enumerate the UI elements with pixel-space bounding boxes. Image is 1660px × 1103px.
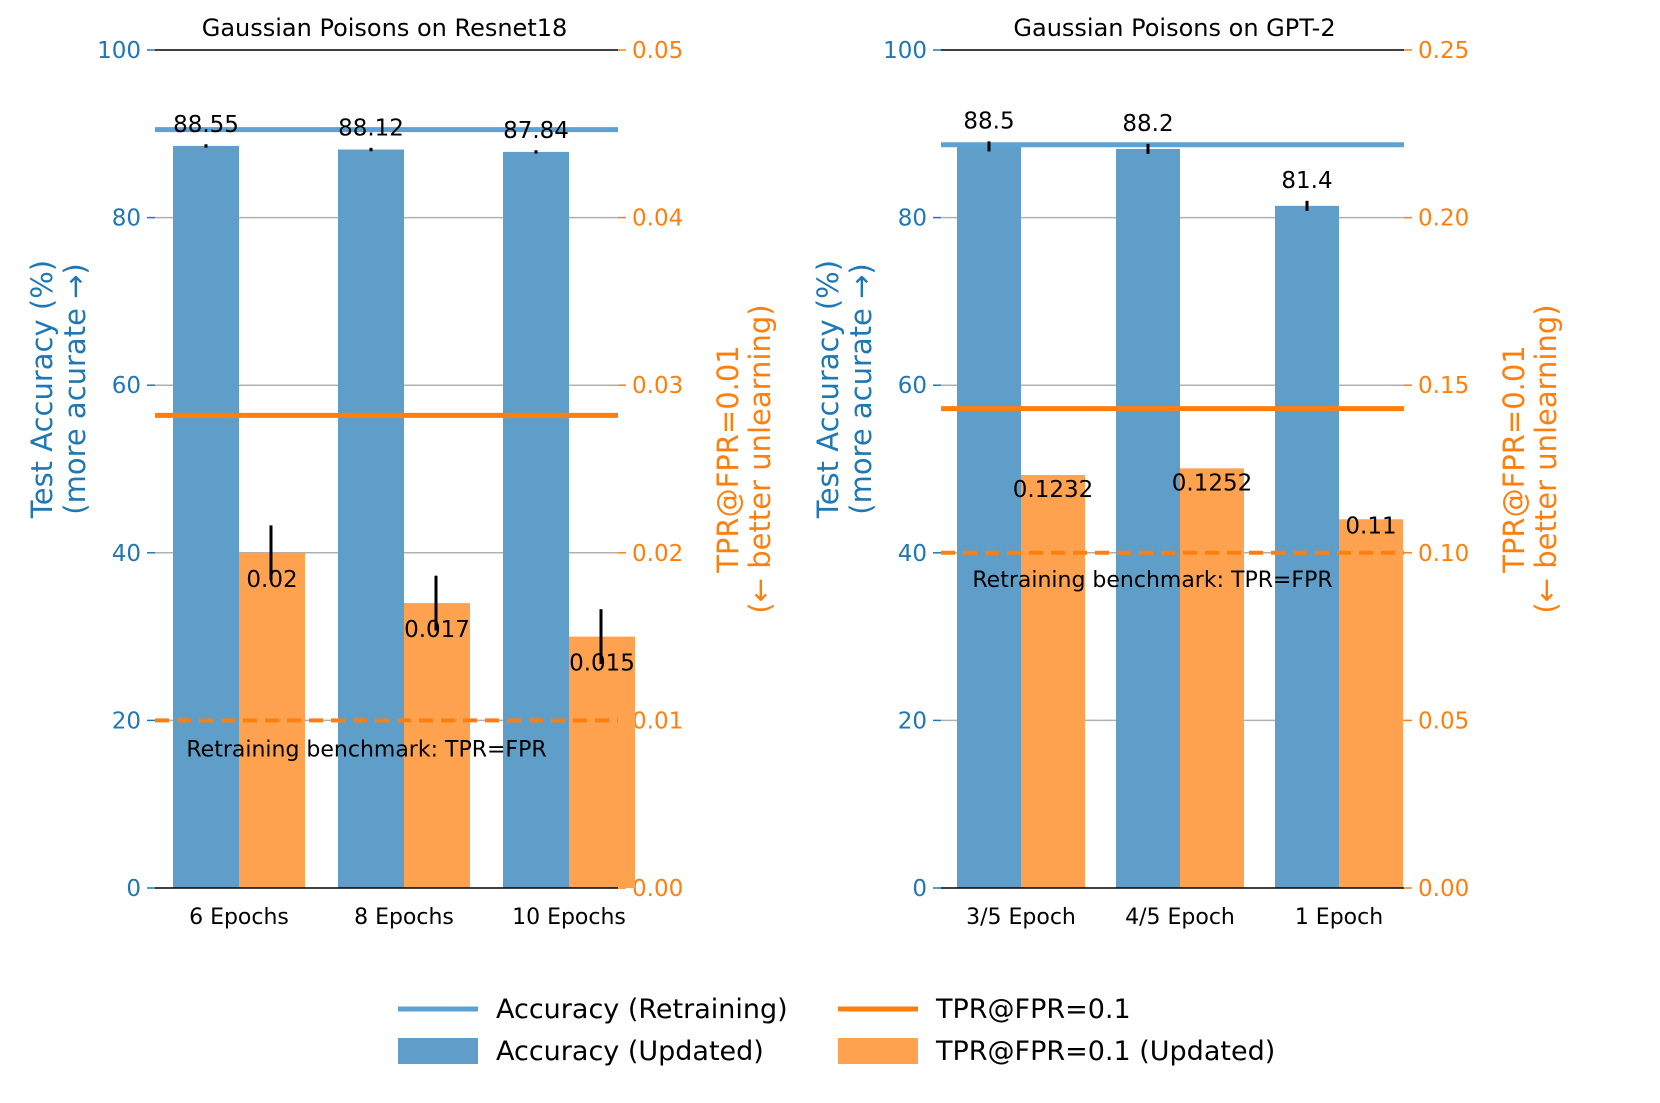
x-tick-label: 8 Epochs (354, 905, 454, 930)
tpr-value-label: 0.11 (1345, 513, 1396, 539)
tpr-bar (1021, 475, 1085, 888)
accuracy-bar (957, 146, 1021, 888)
legend-label: TPR@FPR=0.1 (935, 994, 1131, 1025)
x-tick-label: 6 Epochs (189, 905, 289, 930)
accuracy-value-label: 81.4 (1281, 168, 1332, 194)
y-right-axis-label-sub: (← better unlearning) (1529, 304, 1563, 613)
legend-patch-swatch (838, 1038, 918, 1064)
accuracy-bar (173, 145, 239, 889)
y-right-tick-label: 0.01 (632, 708, 683, 734)
y-right-tick-label: 0.00 (632, 876, 683, 902)
chart-panel-1: 0 20 40 60 80 100 0.00 0.01 0.02 0.03 0.04 0.05 88.5… (25, 14, 777, 930)
tpr-value-label: 0.1252 (1172, 470, 1252, 496)
y-right-tick-label: 0.03 (632, 373, 683, 399)
y-right-tick-label: 0.00 (1418, 876, 1469, 902)
tpr-bar (404, 603, 470, 888)
y-right-tick-label: 0.05 (1418, 708, 1469, 734)
y-left-tick-label: 20 (898, 708, 927, 734)
y-left-tick-label: 60 (112, 373, 141, 399)
y-left-axis-label: Test Accuracy (%) (811, 260, 845, 519)
y-left-tick-label: 100 (883, 38, 927, 64)
legend-label: TPR@FPR=0.1 (Updated) (935, 1036, 1275, 1067)
y-right-axis-label-sub: (← better unlearning) (743, 304, 777, 613)
tpr-bar (1339, 519, 1403, 888)
y-left-tick-label: 0 (126, 876, 141, 902)
y-left-tick-label: 0 (912, 876, 927, 902)
y-left-axis-label-line2: (more acurate →) (58, 263, 92, 514)
y-left-tick-label: 80 (898, 206, 927, 232)
legend-label: Accuracy (Retraining) (496, 994, 788, 1025)
x-tick-label: 10 Epochs (512, 905, 626, 930)
benchmark-annotation: Retraining benchmark: TPR=FPR (186, 737, 546, 762)
y-right-tick-label: 0.02 (632, 541, 683, 567)
accuracy-value-label: 88.55 (173, 112, 239, 138)
y-left-tick-label: 40 (112, 541, 141, 567)
x-tick-label: 3/5 Epoch (966, 905, 1076, 930)
y-right-tick-label: 0.04 (632, 206, 683, 232)
accuracy-value-label: 87.84 (503, 118, 569, 144)
legend-patch-swatch (398, 1038, 478, 1064)
y-right-axis-label: TPR@FPR=0.01 (1497, 345, 1531, 574)
tpr-value-label: 0.1232 (1013, 477, 1093, 503)
y-left-tick-label: 100 (97, 38, 141, 64)
y-left-axis-label-sub: (more acurate →) (58, 263, 92, 514)
y-right-axis-label-line2: (← better unlearning) (1529, 304, 1563, 613)
y-right-tick-label: 0.10 (1418, 541, 1469, 567)
legend: Accuracy (Retraining) TPR@FPR=0.1 Accuracy… (398, 994, 1275, 1067)
y-right-axis-label-line1: TPR@FPR=0.01 (1497, 345, 1531, 574)
tpr-value-label: 0.02 (246, 567, 297, 593)
y-left-axis-label-line1: Test Accuracy (%) (25, 260, 59, 519)
y-left-axis-label-line2: (more acurate →) (844, 263, 878, 514)
panel-title: Gaussian Poisons on GPT-2 (1013, 14, 1335, 42)
tpr-bar (1180, 468, 1244, 888)
panel-title: Gaussian Poisons on Resnet18 (202, 14, 568, 42)
y-right-axis-label-line2: (← better unlearning) (743, 304, 777, 613)
benchmark-annotation: Retraining benchmark: TPR=FPR (972, 568, 1332, 593)
y-right-tick-label: 0.20 (1418, 206, 1469, 232)
x-tick-label: 4/5 Epoch (1125, 905, 1235, 930)
tpr-value-label: 0.017 (404, 617, 470, 643)
y-left-tick-label: 80 (112, 206, 141, 232)
accuracy-bar (1275, 205, 1339, 889)
y-left-tick-label: 40 (898, 541, 927, 567)
accuracy-bar (503, 151, 569, 888)
y-right-tick-label: 0.05 (632, 38, 683, 64)
accuracy-value-label: 88.12 (338, 116, 404, 142)
accuracy-value-label: 88.2 (1122, 111, 1173, 137)
y-right-axis-label-line1: TPR@FPR=0.01 (711, 345, 745, 574)
accuracy-bar (1116, 148, 1180, 888)
y-left-axis-label: Test Accuracy (%) (25, 260, 59, 519)
y-right-axis-label: TPR@FPR=0.01 (711, 345, 745, 574)
tpr-value-label: 0.015 (569, 651, 635, 677)
y-right-tick-label: 0.15 (1418, 373, 1469, 399)
x-tick-label: 1 Epoch (1295, 905, 1383, 930)
legend-label: Accuracy (Updated) (496, 1036, 764, 1067)
tpr-bar (569, 636, 635, 888)
y-right-tick-label: 0.25 (1418, 38, 1469, 64)
y-left-axis-label-sub: (more acurate →) (844, 263, 878, 514)
y-left-axis-label-line1: Test Accuracy (%) (811, 260, 845, 519)
accuracy-value-label: 88.5 (963, 108, 1014, 134)
accuracy-bar (338, 149, 404, 889)
chart-panel-2: 0 20 40 60 80 100 0.00 0.05 0.10 0.15 0.20 0.25 88.5… (811, 14, 1563, 930)
y-left-tick-label: 60 (898, 373, 927, 399)
y-left-tick-label: 20 (112, 708, 141, 734)
